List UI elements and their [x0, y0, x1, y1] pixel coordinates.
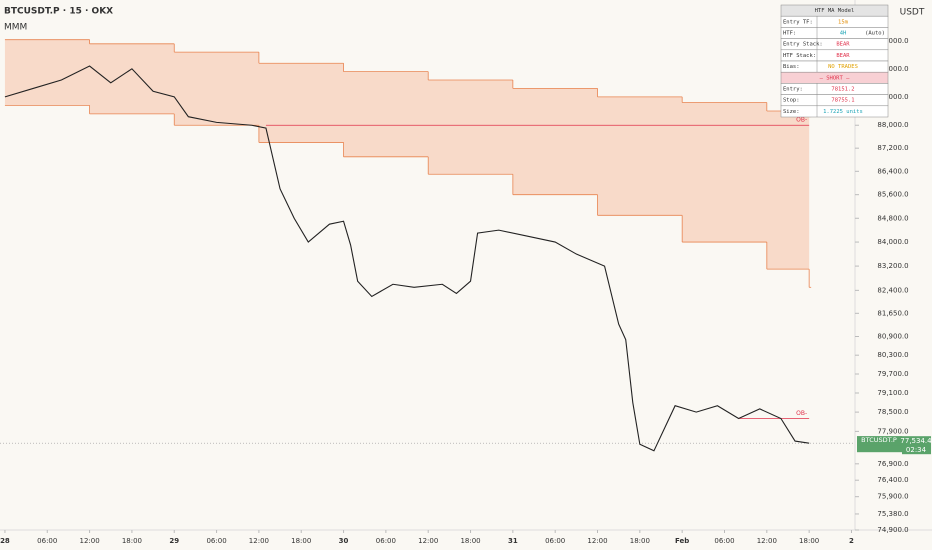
table-cell: BEAR [836, 42, 850, 48]
table-cell: 15m [838, 19, 849, 25]
y-tick-label: 88,000.0 [877, 121, 908, 129]
y-unit: USDT [900, 8, 925, 18]
x-tick-label: 12:00 [757, 537, 777, 545]
table-cell: 1.7225 units [823, 109, 863, 115]
x-tick-label: 29 [169, 537, 179, 545]
y-tick-label: 76,400.0 [877, 476, 908, 484]
table-cell: 78755.1 [831, 98, 854, 104]
x-tick-label: 06:00 [714, 537, 734, 545]
chart-subtitle: MMM [4, 23, 27, 33]
table-cell: BEAR [836, 53, 850, 59]
table-cell: Size: [783, 109, 800, 115]
y-tick-label: 84,000.0 [877, 238, 908, 246]
table-cell: (Auto) [865, 31, 885, 37]
x-tick-label: 31 [508, 537, 518, 545]
x-tick-label: 28 [0, 537, 10, 545]
x-tick-label: 18:00 [291, 537, 311, 545]
y-tick-label: 79,700.0 [877, 370, 908, 378]
x-tick-label: 30 [339, 537, 349, 545]
x-tick-label: 18:00 [799, 537, 819, 545]
x-tick-label: 06:00 [376, 537, 396, 545]
x-tick-label: 06:00 [37, 537, 57, 545]
table-cell: Bias: [783, 64, 800, 70]
y-tick-label: 78,500.0 [877, 408, 908, 416]
y-tick-label: 79,100.0 [877, 389, 908, 397]
y-tick-label: 89,000.0 [877, 93, 908, 101]
x-tick-label: 06:00 [206, 537, 226, 545]
price-line [4, 65, 810, 452]
y-tick-label: 85,600.0 [877, 191, 908, 199]
chart-title: BTCUSDT.P · 15 · OKX [4, 7, 113, 17]
y-tick-label: 90,000.0 [877, 65, 908, 73]
x-tick-label: 12:00 [587, 537, 607, 545]
ob-label: OB- [796, 410, 807, 417]
y-tick-label: 87,200.0 [877, 144, 908, 152]
y-tick-label: 80,300.0 [877, 351, 908, 359]
value-tag [902, 436, 931, 455]
table-cell: HTF Stack: [783, 53, 816, 59]
x-tick-label: 18:00 [630, 537, 650, 545]
y-tick-label: 91,000.0 [877, 37, 908, 45]
y-tick-label: 82,400.0 [877, 286, 908, 294]
x-tick-label: 12:00 [418, 537, 438, 545]
last-price-label: 77,534.4 [900, 437, 932, 445]
y-tick-label: 81,650.0 [877, 309, 908, 317]
symbol-tag [857, 436, 902, 446]
y-tick-label: 76,900.0 [877, 460, 908, 468]
y-tick-label: 74,900.0 [877, 526, 908, 534]
y-tick-label: 84,800.0 [877, 214, 908, 222]
table-row [780, 105, 889, 118]
y-tick-label: 77,900.0 [877, 427, 908, 435]
y-tick-label: 80,900.0 [877, 332, 908, 340]
x-tick-label: 18:00 [460, 537, 480, 545]
table-cell: Entry TF: [783, 19, 813, 25]
x-tick-label: 06:00 [545, 537, 565, 545]
symbol-tag-label: BTCUSDT.P [861, 436, 897, 444]
x-tick-label: 12:00 [249, 537, 269, 545]
y-tick-label: 83,200.0 [877, 262, 908, 270]
y-tick-label: 75,380.0 [877, 510, 908, 518]
band-fill [4, 39, 810, 288]
x-tick-label: 12:00 [79, 537, 99, 545]
x-tick-label: Feb [675, 537, 689, 545]
countdown: 02:34 [906, 446, 927, 454]
x-tick-label: 2 [849, 537, 854, 545]
table-cell: NO TRADES [828, 64, 858, 70]
table-cell: Entry Stack: [783, 42, 823, 48]
table-cell: 4H [840, 31, 847, 37]
table-section: — SHORT — [820, 75, 850, 81]
table-cell: HTF: [783, 31, 796, 37]
ob-label: OB- [796, 117, 807, 124]
x-tick-label: 18:00 [122, 537, 142, 545]
table-cell: 78151.2 [831, 87, 854, 93]
table-cell: Stop: [783, 98, 800, 104]
table-cell: Entry: [783, 87, 803, 93]
table-title: HTF MA Model [815, 8, 855, 14]
y-tick-label: 75,900.0 [877, 493, 908, 501]
y-tick-label: 86,400.0 [877, 167, 908, 175]
